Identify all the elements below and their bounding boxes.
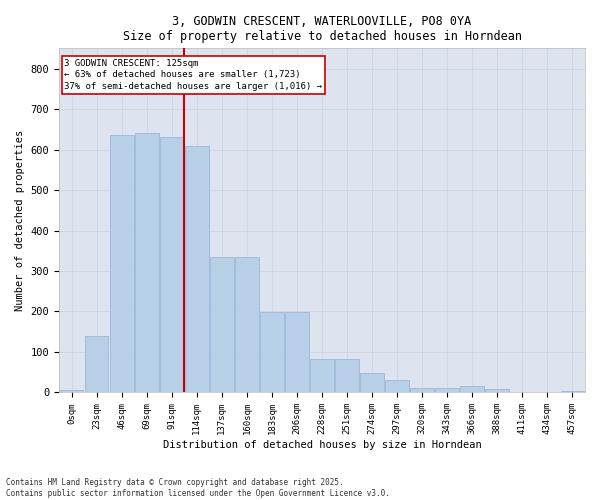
Bar [335, 360, 359, 392]
Bar [385, 380, 409, 392]
Bar [310, 360, 334, 392]
Bar [110, 136, 134, 392]
Bar [460, 386, 484, 392]
Bar [85, 336, 109, 392]
Text: Contains HM Land Registry data © Crown copyright and database right 2025.
Contai: Contains HM Land Registry data © Crown c… [6, 478, 390, 498]
Bar [185, 146, 209, 392]
Text: 3 GODWIN CRESCENT: 125sqm
← 63% of detached houses are smaller (1,723)
37% of se: 3 GODWIN CRESCENT: 125sqm ← 63% of detac… [64, 58, 322, 92]
Bar [410, 388, 434, 392]
Bar [436, 388, 459, 392]
Bar [59, 390, 83, 392]
Title: 3, GODWIN CRESCENT, WATERLOOVILLE, PO8 0YA
Size of property relative to detached: 3, GODWIN CRESCENT, WATERLOOVILLE, PO8 0… [122, 15, 521, 43]
X-axis label: Distribution of detached houses by size in Horndean: Distribution of detached houses by size … [163, 440, 481, 450]
Bar [135, 134, 158, 392]
Bar [160, 138, 184, 392]
Y-axis label: Number of detached properties: Number of detached properties [15, 130, 25, 311]
Bar [285, 312, 309, 392]
Bar [360, 373, 384, 392]
Bar [235, 257, 259, 392]
Bar [260, 312, 284, 392]
Bar [485, 389, 509, 392]
Bar [210, 257, 234, 392]
